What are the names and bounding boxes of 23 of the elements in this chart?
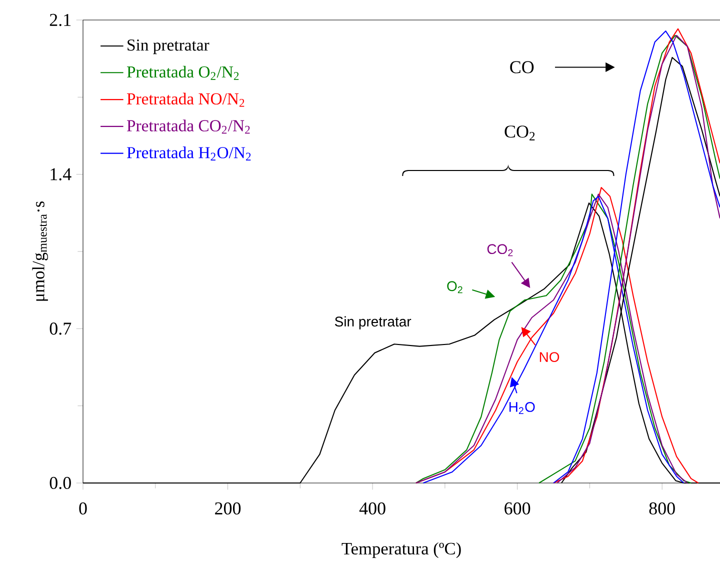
legend-label: Pretratada NO/N$_{2}$ (126, 92, 244, 107)
annotation: CO (510, 61, 534, 74)
y-axis-title: μmol/g$_{muestra}$·s (32, 201, 48, 301)
y-tick-label: 0.0 (50, 476, 71, 490)
y-tick-label: 2.1 (50, 14, 71, 26)
annotation: CO$_{2}$ (487, 244, 513, 256)
annotation: NO (540, 352, 560, 362)
y-tick-label: 0.7 (50, 322, 72, 335)
legend-label: Pretratada O$_{2}$/N$_{2}$ (126, 66, 239, 80)
x-tick-label: 800 (649, 502, 675, 515)
x-tick-label: 0 (79, 502, 87, 515)
x-tick-label: 200 (215, 502, 241, 515)
annotation: CO$_{2}$ (504, 126, 535, 140)
legend-label: Pretratada CO$_{2}$/N$_{2}$ (126, 120, 250, 134)
annotation: O$_{2}$ (447, 281, 462, 294)
x-tick-label: 400 (359, 502, 386, 515)
x-tick-label: 600 (504, 502, 530, 515)
legend-label: Pretratada H$_{2}$O/N$_{2}$ (126, 146, 251, 161)
y-tick-label: 1.4 (50, 168, 72, 180)
legend-label: Sin pretratar (128, 39, 210, 54)
x-axis-title: Temperatura (ºC) (342, 542, 461, 558)
annotation: Sin pretratar (334, 316, 412, 330)
annotation: H$_{2}$O (509, 402, 535, 414)
